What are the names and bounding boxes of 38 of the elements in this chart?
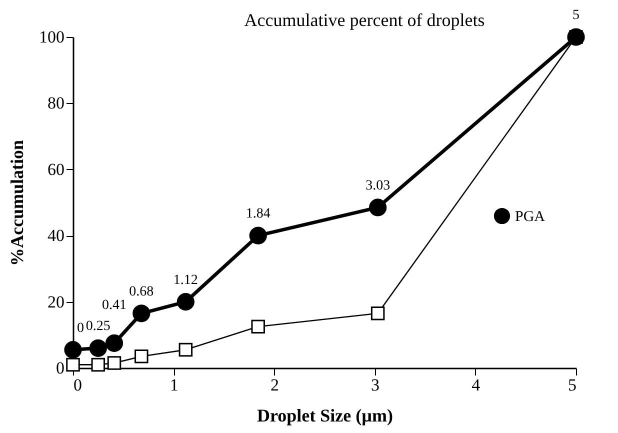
point (251, 320, 265, 334)
x-tick-label: 5 (568, 376, 576, 394)
point (249, 226, 267, 244)
y-tick-label: 40 (48, 226, 64, 246)
x-tick-label: 0 (74, 376, 82, 394)
x-tick-label: 1 (170, 376, 178, 394)
point (178, 342, 193, 357)
y-tick-label: 60 (48, 160, 64, 179)
point (369, 198, 387, 216)
y-tick-label: 100 (39, 28, 64, 46)
annotation: 3.03 (366, 178, 390, 194)
point (66, 358, 80, 372)
annotation: 0.41 (102, 298, 126, 314)
y-tick-label: 20 (48, 292, 64, 312)
x-tick-label: 4 (472, 376, 481, 394)
x-axis-title: Droplet Size (µm) (256, 406, 394, 426)
point (107, 356, 122, 370)
x-tick-label: 3 (371, 376, 380, 394)
annotation: 0 (77, 320, 84, 336)
y-axis-title: %Accumulation (7, 140, 27, 266)
point (64, 341, 82, 359)
point (89, 339, 107, 357)
annotation: 0.68 (129, 284, 154, 300)
chart-title: Accumulative percent of droplets (244, 10, 485, 30)
point (91, 358, 106, 372)
point (132, 304, 150, 322)
annotation: 1.84 (246, 206, 270, 222)
point (370, 306, 385, 320)
point (176, 293, 194, 311)
point (105, 334, 124, 352)
x-tick-label: 2 (270, 376, 279, 394)
annotation: 1.12 (173, 272, 198, 288)
point (134, 350, 148, 364)
legend-label: PGA (515, 209, 546, 225)
annotation: 0.25 (86, 319, 110, 334)
annotation: 5 (572, 8, 580, 23)
y-tick-label: 0 (56, 358, 64, 378)
y-tick-label: 80 (48, 94, 64, 113)
